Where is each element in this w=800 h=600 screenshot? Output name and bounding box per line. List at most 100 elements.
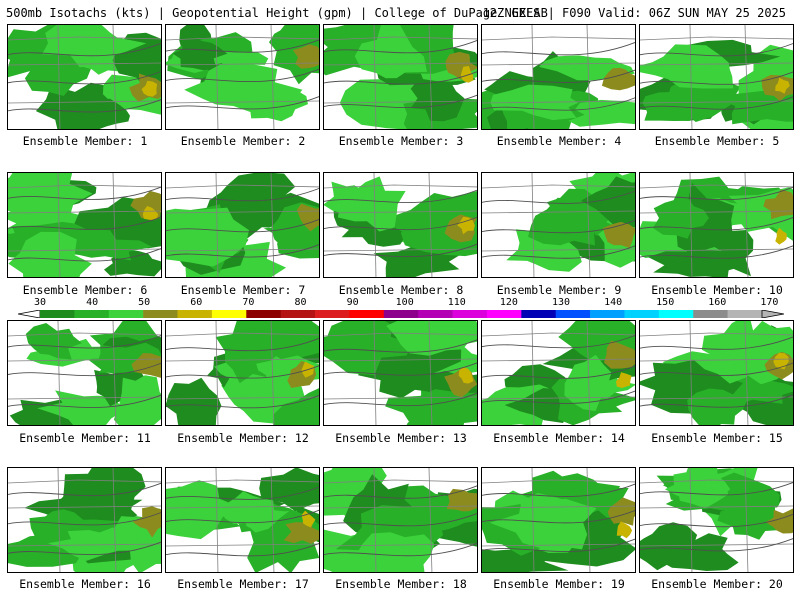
colorbar-tick-label: 150 [656,297,675,308]
jet-core-area [763,189,793,220]
height-contour [640,538,793,552]
state-boundary [373,25,377,129]
state-boundary [640,210,793,214]
colorbar [18,310,784,318]
isotach-map [166,25,319,129]
height-contour [640,362,793,376]
member-caption: Ensemble Member: 4 [496,134,622,148]
wind-speed-area [482,549,569,572]
state-boundary [166,248,319,252]
height-contour [482,190,635,204]
state-boundary [166,543,319,547]
wind-speed-area [166,207,249,267]
isotach-map [166,468,319,572]
state-boundary [8,543,161,547]
member-caption: Ensemble Member: 5 [654,134,780,148]
height-contour [166,68,319,83]
state-boundary [8,358,161,362]
colorbar-tick-label: 130 [551,297,571,308]
state-boundary [482,479,635,484]
state-boundary [324,543,477,547]
state-boundary [215,25,219,129]
height-contour [166,337,319,352]
isotach-map [324,173,477,277]
state-boundary [8,100,161,104]
state-boundary [270,25,275,129]
wind-speed-area [8,231,92,277]
jet-core-area [132,506,161,538]
state-boundary [640,100,793,104]
wind-speed-area [37,390,125,425]
state-boundary [324,210,477,214]
colorbar-tick-label: 160 [708,297,727,308]
state-boundary [640,184,793,189]
member-caption: Ensemble Member: 10 [651,283,783,297]
height-contour [324,71,477,85]
height-contour [8,512,161,526]
state-boundary [482,36,635,41]
colorbar-tick-label: 110 [447,297,466,308]
height-contour [640,96,793,110]
jet-max-area [141,80,158,97]
state-boundary [640,358,793,362]
colorbar-swatch [486,310,522,318]
wind-speed-area [652,197,709,239]
height-contour [324,392,477,407]
jet-max-area [457,216,475,235]
isotach-map [166,173,319,277]
jet-max-area [458,366,474,384]
ensemble-panel-14 [481,320,636,426]
state-boundary [744,173,749,277]
colorbar-swatch [624,310,660,318]
member-caption: Ensemble Member: 20 [651,577,783,591]
state-boundary [166,479,319,484]
jet-max-area [616,521,633,539]
state-boundary [586,25,591,129]
state-boundary [324,62,477,66]
state-boundary [8,479,161,484]
height-contour [8,248,161,262]
state-boundary [166,210,319,214]
jet-max-area [775,77,790,94]
height-contour [482,334,635,349]
colorbar-swatch [280,310,316,318]
state-boundary [531,173,535,277]
state-boundary [640,248,793,252]
colorbar-swatch [658,310,694,318]
member-caption: Ensemble Member: 2 [180,134,306,148]
member-caption: Ensemble Member: 9 [496,283,622,297]
state-boundary [373,173,377,277]
state-boundary [324,248,477,252]
state-boundary [586,321,591,425]
colorbar-tick-label: 170 [760,297,779,308]
state-boundary [166,62,319,66]
height-contour [324,339,477,353]
wind-speed-area [259,468,319,512]
state-boundary [8,332,161,337]
state-boundary [482,248,635,252]
state-boundary [640,479,793,484]
state-boundary [640,36,793,41]
ensemble-panel-17 [165,467,320,573]
member-caption: Ensemble Member: 15 [651,431,783,445]
height-contour [324,216,477,231]
wind-speed-area [717,501,783,540]
colorbar-swatch [452,310,488,318]
state-boundary [112,468,117,572]
isotach-map [8,25,161,129]
height-contour [482,365,635,379]
height-contour [640,216,793,231]
colorbar-tick-label: 120 [499,297,518,308]
ensemble-panel-3 [323,24,478,130]
state-boundary [324,36,477,41]
jet-max-area [460,66,474,83]
member-caption: Ensemble Member: 18 [335,577,467,591]
wind-speed-area [568,99,635,127]
height-contour [8,394,161,408]
state-boundary [482,62,635,66]
colorbar-tick-label: 60 [190,297,203,308]
member-caption: Ensemble Member: 3 [338,134,464,148]
state-boundary [531,321,535,425]
wind-speed-area [564,354,612,412]
state-boundary [324,396,477,400]
